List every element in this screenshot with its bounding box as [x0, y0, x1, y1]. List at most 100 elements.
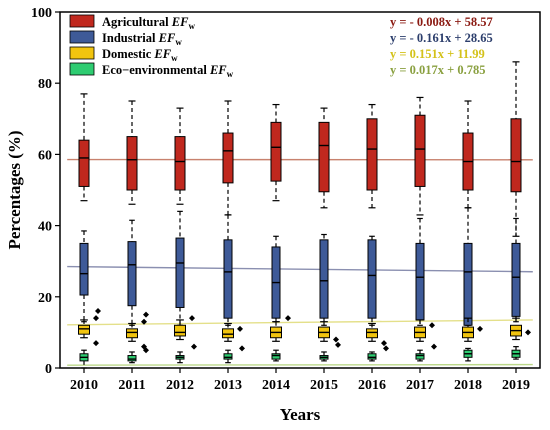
- legend-label: Agricultural EFw: [102, 15, 195, 31]
- box-body: [174, 136, 186, 191]
- trend-equation: y = 0.151x + 11.99: [390, 47, 485, 61]
- legend-swatch: [69, 14, 95, 28]
- trend-lines: [67, 158, 533, 366]
- outlier-point: [93, 340, 99, 347]
- x-tick-label: 2019: [502, 378, 530, 393]
- x-tick-label: 2014: [262, 378, 290, 393]
- box-3-3: [223, 349, 233, 364]
- box-body: [511, 242, 521, 317]
- box-3-8: [463, 347, 473, 362]
- box-1-7: [415, 217, 425, 326]
- y-tick-label: 0: [45, 362, 52, 377]
- outlier-point: [143, 347, 149, 354]
- box-2-8: [462, 317, 474, 342]
- box-0-8: [462, 100, 474, 209]
- box-1-6: [367, 235, 377, 326]
- legend-label: Industrial EFw: [102, 31, 182, 47]
- y-tick-label: 20: [38, 291, 52, 306]
- box-body: [79, 242, 89, 296]
- y-axis-label: Percentages (%): [5, 130, 24, 249]
- box-3-1: [127, 351, 137, 364]
- box-body: [223, 353, 233, 360]
- box-body: [222, 132, 234, 184]
- box-body: [319, 239, 329, 319]
- box-body: [78, 324, 90, 335]
- box-body: [127, 241, 137, 307]
- x-tick-label: 2012: [166, 378, 194, 393]
- box-body: [510, 118, 522, 193]
- x-tick-label: 2011: [118, 378, 145, 393]
- x-tick-label: 2010: [70, 378, 98, 393]
- box-3-2: [175, 351, 185, 364]
- legend: Agricultural EFw y = - 0.008x + 58.57 Indu…: [69, 14, 493, 79]
- box-0-9: [510, 61, 522, 237]
- box-body: [175, 237, 185, 308]
- box-body: [126, 136, 138, 191]
- box-2-0: [78, 319, 90, 339]
- box-2-7: [414, 319, 426, 342]
- box-0-4: [270, 103, 282, 202]
- box-1-8: [463, 207, 473, 326]
- box-1-1: [127, 219, 137, 326]
- box-body: [463, 242, 473, 326]
- box-body: [271, 353, 281, 360]
- trend-line: [67, 319, 533, 326]
- y-tick-label: 100: [31, 6, 52, 21]
- y-ticks: 0 20 40 60 80 100: [31, 6, 60, 377]
- x-ticks: 2010 2011 2012 2013 2014 2015 2016 2017 2018 2019: [70, 368, 530, 393]
- box-3-6: [367, 351, 377, 362]
- box-body: [367, 239, 377, 319]
- box-0-3: [222, 100, 234, 216]
- box-body: [270, 121, 282, 182]
- box-2-9: [510, 317, 522, 341]
- trend-equation: y = - 0.008x + 58.57: [390, 15, 493, 29]
- outlier-point: [95, 308, 101, 315]
- box-0-2: [174, 107, 186, 205]
- outlier-point: [477, 325, 483, 332]
- box-2-2: [174, 319, 186, 341]
- box-body: [415, 242, 425, 321]
- x-tick-label: 2016: [358, 378, 386, 393]
- box-1-4: [271, 235, 281, 323]
- outlier-point: [381, 340, 387, 347]
- outlier-point: [191, 343, 197, 350]
- outlier-point: [429, 322, 435, 329]
- box-3-4: [271, 349, 281, 362]
- box-body: [174, 324, 186, 337]
- plot-frame: [59, 11, 541, 369]
- box-3-7: [415, 349, 425, 362]
- x-tick-label: 2013: [214, 378, 242, 393]
- box-0-0: [78, 93, 90, 202]
- outlier-point: [431, 343, 437, 350]
- box-body: [78, 139, 90, 187]
- trend-line: [67, 363, 533, 366]
- trend-equation: y = 0.017x + 0.785: [390, 63, 486, 77]
- outlier-point: [143, 311, 149, 318]
- box-2-1: [126, 322, 138, 342]
- box-2-3: [222, 322, 234, 342]
- box-1-0: [79, 230, 89, 323]
- outlier-point: [189, 315, 195, 322]
- box-2-5: [318, 321, 330, 342]
- legend-swatch: [69, 46, 95, 60]
- box-body: [414, 114, 426, 187]
- box-3-9: [511, 346, 521, 360]
- outlier-point: [383, 345, 389, 352]
- box-groups: [78, 61, 522, 369]
- box-3-5: [319, 351, 329, 362]
- box-body: [367, 353, 377, 360]
- box-1-3: [223, 214, 233, 326]
- box-body: [127, 355, 137, 362]
- box-0-5: [318, 107, 330, 209]
- outlier-point: [333, 336, 339, 343]
- outlier-point: [525, 329, 531, 336]
- outlier-point: [93, 315, 99, 322]
- box-0-7: [414, 96, 426, 216]
- y-tick-label: 60: [38, 148, 52, 163]
- box-body: [223, 239, 233, 319]
- box-body: [318, 121, 330, 193]
- y-tick-label: 80: [38, 77, 52, 92]
- legend-swatch: [69, 30, 95, 44]
- box-body: [366, 328, 378, 339]
